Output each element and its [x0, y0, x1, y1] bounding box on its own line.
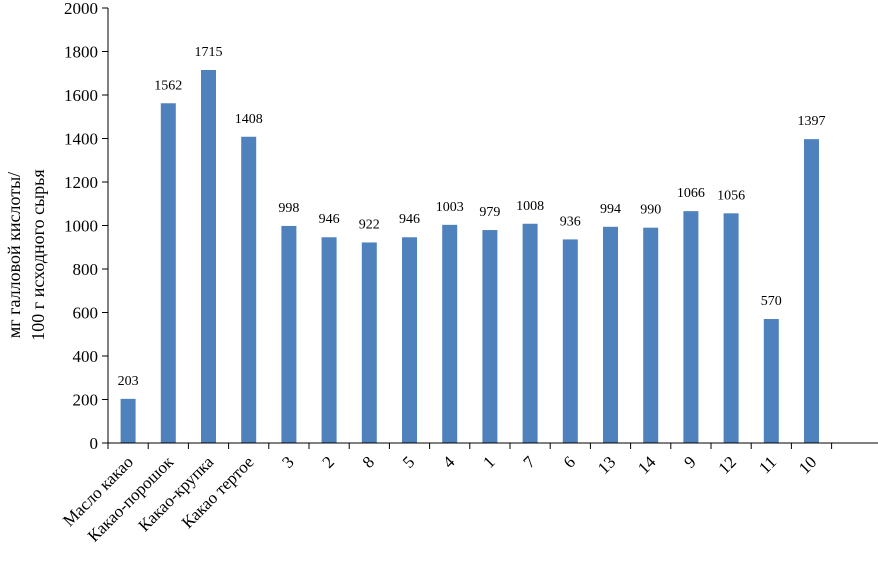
bar: [683, 211, 699, 443]
y-axis-ticks: 0 200 400 600 800 1000 1200 1400 1600 1800 2000: [64, 0, 108, 453]
data-label: 1056: [717, 188, 745, 203]
data-label: 946: [399, 212, 420, 227]
data-label: 1066: [677, 186, 705, 201]
x-tick-label: 11: [755, 452, 780, 477]
data-label: 1562: [154, 78, 182, 93]
x-tick-label: 2: [318, 452, 337, 471]
bar: [804, 139, 819, 443]
data-label: 998: [278, 201, 299, 216]
x-tick-label: 9: [680, 452, 699, 471]
data-label: 203: [118, 374, 139, 389]
x-tick-label: 13: [594, 452, 619, 477]
y-tick-label: 1400: [64, 130, 98, 149]
bar: [522, 223, 538, 443]
bars: [120, 69, 819, 444]
bar: [120, 398, 136, 443]
y-tick-label: 1000: [64, 217, 98, 236]
y-tick-label: 600: [73, 304, 99, 323]
x-tick-label: 7: [519, 452, 539, 472]
y-axis-label: мг галловой кислоты/ 100 г исходного сыр…: [4, 169, 48, 340]
data-label: 570: [761, 294, 782, 309]
y-axis-label-line-1: мг галловой кислоты/: [4, 172, 24, 338]
data-label: 1397: [798, 114, 826, 129]
bar: [482, 230, 498, 443]
data-labels: 203 1562 1715 1408 998 946 922 946 1003 979 1008 93…: [118, 45, 826, 389]
bar: [281, 225, 297, 443]
bar: [643, 227, 659, 443]
y-tick-label: 400: [73, 347, 99, 366]
y-tick-label: 800: [73, 260, 99, 279]
bar: [562, 239, 578, 443]
bar: [723, 213, 739, 443]
y-tick-label: 0: [90, 434, 99, 453]
y-tick-label: 1800: [64, 43, 98, 62]
x-tick-label: 5: [399, 452, 418, 471]
x-tick-label: 6: [560, 452, 579, 471]
y-tick-label: 1600: [64, 86, 98, 105]
x-tick-label: 12: [714, 452, 739, 477]
x-tick-label: 3: [278, 452, 297, 471]
data-label: 946: [319, 212, 340, 227]
data-label: 922: [359, 217, 380, 232]
data-label: 1008: [516, 199, 544, 214]
x-tick-label: 4: [439, 452, 459, 472]
data-label: 994: [600, 202, 621, 217]
data-label: 936: [560, 214, 581, 229]
data-label: 990: [640, 203, 661, 218]
x-tick-label: 1: [479, 452, 498, 471]
bar: [321, 237, 337, 443]
bar: [241, 136, 257, 443]
bar: [603, 226, 618, 443]
bar: [402, 237, 417, 443]
y-tick-label: 2000: [64, 0, 98, 18]
y-axis-label-line-2: 100 г исходного сырья: [28, 169, 48, 340]
bar: [201, 69, 216, 444]
x-tick-label: 10: [795, 452, 820, 477]
x-tick-label: 14: [634, 452, 660, 478]
data-label: 1003: [436, 200, 464, 215]
data-label: 979: [479, 205, 500, 220]
x-tick-label: 8: [359, 452, 378, 471]
data-label: 1715: [195, 45, 223, 60]
bar: [160, 103, 176, 443]
bar: [361, 242, 377, 443]
bar: [442, 224, 458, 443]
bar: [763, 319, 779, 443]
y-tick-label: 1200: [64, 173, 98, 192]
y-tick-label: 200: [73, 391, 99, 410]
data-label: 1408: [235, 112, 263, 127]
x-axis-ticks: Масло какаоКакао-порошокКакао-крупкаКака…: [59, 443, 833, 546]
